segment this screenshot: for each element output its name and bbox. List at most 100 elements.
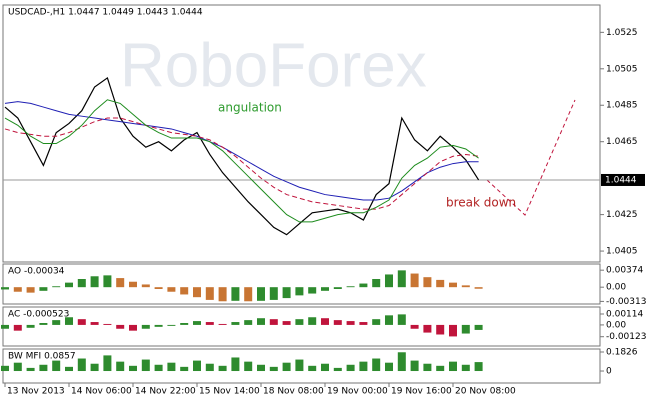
histogram-bar [372,279,381,288]
histogram-bar [167,324,176,326]
y-tick-label: 1.0485 [606,101,638,111]
y-tick-label: 0.1826 [606,348,638,358]
histogram-bar [129,365,137,372]
histogram-bar [282,362,291,372]
histogram-bar [39,323,48,325]
histogram-bar [257,364,265,372]
histogram-bar [116,278,125,288]
histogram-bar [116,361,125,372]
x-tick-label: 14 Nov 22:00 [135,387,196,397]
histogram-bar [385,274,393,288]
price-box [601,173,645,186]
histogram-bar [13,324,22,331]
histogram-bar [423,277,432,288]
histogram-bar [410,360,419,372]
histogram-bar [449,282,457,288]
histogram-bar [77,319,86,325]
x-tick-label: 14 Nov 06:00 [71,387,132,397]
histogram-bar [333,320,342,325]
histogram-bar [52,320,61,325]
series-line [4,99,479,223]
histogram-bar [154,324,163,327]
histogram-bar [193,360,201,372]
histogram-bar [321,318,329,325]
histogram-bar [1,287,9,290]
histogram-bar [308,365,317,372]
histogram-bar [474,287,483,289]
histogram-bar [205,363,214,372]
histogram-bar [295,287,304,296]
histogram-bar [205,322,214,325]
y-tick-label: 0.00 [606,320,626,330]
histogram-bar [193,287,201,298]
histogram-bar [295,319,304,325]
histogram-bar [141,359,150,372]
histogram-bar [218,287,227,302]
x-tick-label: 18 Nov 08:00 [263,387,324,397]
histogram-bar [141,324,150,329]
histogram-bar [423,324,432,333]
x-tick-label: 20 Nov 08:00 [455,387,516,397]
histogram-bar [141,284,150,288]
histogram-bar [154,364,163,372]
histogram-bar [39,287,48,291]
histogram-bar [244,287,253,302]
histogram-bar [333,367,342,372]
histogram-bar [65,282,73,288]
series-line [4,76,480,236]
histogram-bar [90,363,99,372]
histogram-bar [461,285,470,288]
y-tick-label: 0 [606,367,612,377]
y-tick-label: 0.00374 [606,266,643,276]
histogram-bar [129,324,137,331]
histogram-bar [13,287,22,292]
histogram-bar [449,361,457,372]
histogram-bar [423,363,432,372]
histogram-bar [474,324,483,330]
panel-title: USDCAD-,H1 1.0447 1.0449 1.0443 1.0444 [8,8,203,18]
histogram-bar [397,352,406,372]
histogram-bar [167,362,176,372]
y-tick-label: 1.0505 [606,64,638,74]
histogram-bar [103,275,112,288]
x-tick-label: 19 Nov 00:00 [327,387,388,397]
annotation: break down [446,196,516,210]
histogram-bar [449,324,457,337]
histogram-bar [385,315,393,325]
histogram-bar [397,314,406,325]
histogram-bar [282,287,291,299]
x-tick-label: 13 Nov 2013 [7,387,65,397]
histogram-bar [180,287,189,295]
series-line [4,101,479,201]
y-tick-label: 1.0425 [606,210,638,220]
histogram-bar [90,276,99,288]
histogram-bar [65,317,73,325]
histogram-bar [436,324,445,335]
panel-frame [2,306,601,347]
histogram-bar [257,287,265,301]
annotation: angulation [218,101,282,115]
histogram-bar [154,287,163,289]
histogram-bar [244,320,253,325]
histogram-bar [193,321,201,325]
histogram-bar [218,323,227,325]
histogram-bar [410,324,419,329]
histogram-bar [1,365,9,372]
histogram-bar [116,324,125,329]
series-line [4,117,479,210]
histogram-bar [129,281,137,288]
histogram-bar [231,322,240,325]
histogram-bar [65,366,73,372]
histogram-bar [346,364,355,372]
histogram-bar [346,321,355,325]
histogram-bar [231,357,240,372]
histogram-bar [77,279,86,288]
histogram-bar [269,366,278,372]
histogram-bar [26,324,35,328]
x-tick-label: 19 Nov 16:00 [391,387,452,397]
histogram-bar [90,322,99,325]
histogram-bar [461,324,470,334]
histogram-bar [282,321,291,325]
y-tick-label: -0.00313 [606,297,646,307]
